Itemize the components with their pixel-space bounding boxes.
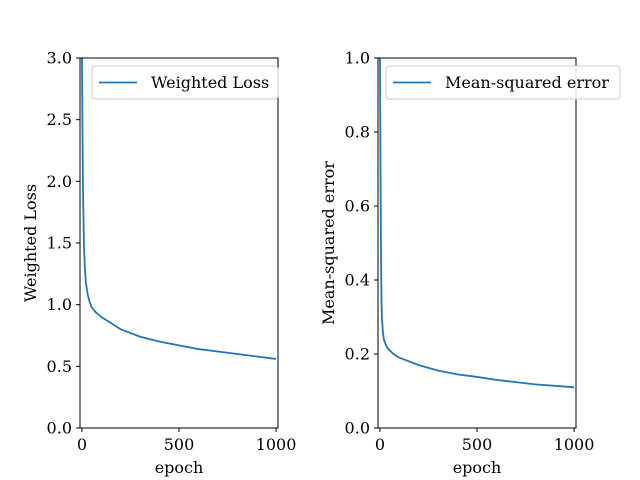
x-tick-label: 500 <box>164 435 195 454</box>
subplot-weighted-loss: 0 500 1000 0.0 0.5 1.0 1.5 2.0 2.5 3.0 epoch Weight… <box>21 49 296 478</box>
y-tick-label: 0.2 <box>345 345 370 364</box>
subplot-mean-squared-error: 0 500 1000 0.0 0.2 0.4 0.6 0.8 1.0 epoch Mean-squa… <box>319 49 621 477</box>
y-tick-label: 0.0 <box>47 419 72 438</box>
y-tick-label: 3.0 <box>47 49 72 68</box>
legend-entry-label: Mean-squared error <box>445 73 609 92</box>
legend: Weighted Loss <box>91 65 279 100</box>
x-axis-label: epoch <box>453 458 502 477</box>
y-tick-label: 2.5 <box>47 110 72 129</box>
y-tick-label: 0.0 <box>345 419 370 438</box>
y-tick-label: 1.0 <box>47 295 72 314</box>
y-tick-label: 0.6 <box>345 197 370 216</box>
y-axis-label: Weighted Loss <box>21 184 40 302</box>
y-tick-label: 1.0 <box>345 49 370 68</box>
legend: Mean-squared error <box>385 65 621 100</box>
y-tick-label: 2.0 <box>47 172 72 191</box>
x-axis-label: epoch <box>155 458 204 477</box>
legend-box <box>91 65 279 100</box>
x-tick-label: 1000 <box>256 435 297 454</box>
axes-frame <box>377 57 577 429</box>
x-tick-label: 1000 <box>554 435 595 454</box>
y-tick-label: 0.8 <box>345 123 370 142</box>
axes-frame <box>79 57 279 429</box>
y-tick-label: 0.4 <box>345 271 370 290</box>
y-axis-label: Mean-squared error <box>319 161 338 325</box>
legend-box <box>385 65 621 100</box>
legend-entry-label: Weighted Loss <box>151 73 269 92</box>
y-tick-label: 0.5 <box>47 357 72 376</box>
y-tick-label: 1.5 <box>47 234 72 253</box>
series-line-0 <box>379 58 575 389</box>
x-tick-label: 0 <box>77 435 87 454</box>
x-tick-label: 0 <box>375 435 385 454</box>
series-line-0 <box>81 58 277 360</box>
x-tick-label: 500 <box>462 435 493 454</box>
